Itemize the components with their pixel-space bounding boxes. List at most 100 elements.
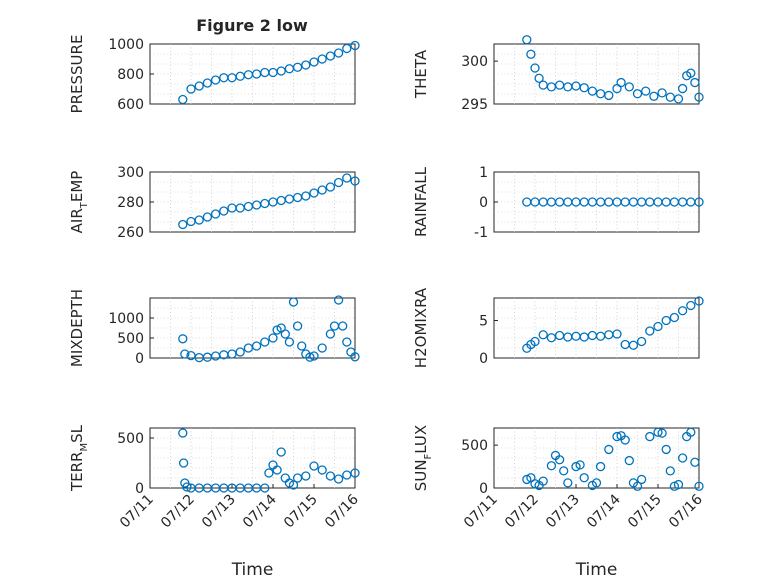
y-tick-label: 300 — [117, 165, 144, 181]
data-point — [317, 54, 327, 64]
data-point — [202, 78, 213, 88]
data-point — [636, 474, 647, 485]
data-series — [522, 296, 704, 353]
data-point — [325, 51, 336, 61]
data-point — [624, 455, 634, 466]
data-point — [530, 63, 540, 73]
y-tick-label: 600 — [117, 97, 144, 113]
data-point — [526, 49, 536, 59]
x-tick-label: 07/14 — [584, 491, 624, 531]
data-point — [284, 337, 295, 347]
data-point — [292, 62, 303, 72]
data-point — [665, 466, 675, 476]
ylabel: RAINFALL — [412, 166, 430, 237]
subplot-pressure: 600 800 1000 PRESSURE — [68, 35, 360, 113]
data-point — [563, 478, 573, 488]
y-tick-label: 0 — [479, 481, 488, 497]
data-point — [604, 444, 614, 455]
grid — [150, 172, 355, 232]
data-point — [186, 350, 196, 361]
data-point — [194, 81, 204, 91]
data-point — [530, 336, 540, 347]
data-point — [554, 455, 565, 465]
x-tick-label: 07/13 — [199, 492, 239, 532]
data-point — [317, 185, 327, 195]
data-point — [288, 480, 299, 490]
data-point — [342, 43, 352, 54]
data-point — [620, 435, 630, 445]
data-point — [288, 297, 299, 307]
data-point — [657, 428, 667, 438]
data-point — [677, 453, 688, 463]
x-axis-label: Time — [575, 560, 618, 580]
data-point — [350, 468, 360, 478]
y-tick-label: 1000 — [108, 311, 144, 327]
y-tick-label: 500 — [117, 331, 144, 347]
data-point — [333, 48, 344, 58]
data-point — [317, 343, 327, 353]
ylabel: TERRMSL — [68, 424, 90, 492]
data-point — [178, 334, 188, 344]
data-point — [632, 481, 643, 491]
data-point — [202, 212, 213, 222]
data-point — [587, 86, 598, 96]
data-point — [522, 474, 532, 485]
data-point — [595, 461, 606, 472]
y-tick-label: -1 — [474, 225, 488, 241]
data-point — [178, 428, 188, 438]
y-tick-label: 280 — [117, 195, 144, 211]
data-point — [280, 329, 290, 339]
y-tick-label: 1000 — [108, 37, 144, 53]
x-axis-label: Time — [231, 560, 274, 580]
data-point — [333, 295, 344, 305]
data-point — [333, 474, 344, 484]
data-point — [571, 461, 581, 472]
x-tick-label: 07/16 — [322, 491, 362, 531]
data-point — [333, 177, 344, 188]
data-series — [522, 197, 704, 207]
data-point — [616, 77, 626, 88]
data-point — [180, 349, 190, 359]
subplot-air-temp: 260 280 300 AIRTEMP — [68, 165, 360, 241]
ylabel: THETA — [412, 49, 430, 99]
data-point — [673, 94, 684, 104]
y-tick-label: 5 — [479, 314, 488, 330]
x-tick-label: 07/11 — [117, 492, 157, 532]
subplot-terr-msl: 0 500 07/11 07/12 07/13 07/14 07/15 07/16 TERRMS… — [68, 424, 362, 580]
data-point — [309, 57, 319, 67]
data-point — [297, 341, 307, 351]
x-tick-label: 07/13 — [543, 492, 583, 532]
data-point — [604, 90, 614, 101]
data-point — [538, 330, 548, 340]
data-point — [636, 336, 647, 347]
data-point — [301, 471, 311, 481]
data-point — [227, 349, 237, 359]
y-tick-label: 800 — [117, 67, 144, 83]
ylabel: H2OMIXRA — [412, 287, 430, 368]
data-point — [210, 209, 221, 219]
data-point — [686, 68, 696, 78]
data-point — [182, 482, 192, 492]
data-point — [694, 481, 704, 491]
data-point — [317, 465, 327, 475]
subplot-h2omixra: 0 5 H2OMIXRA — [412, 287, 704, 368]
data-point — [546, 333, 557, 343]
data-point — [657, 88, 667, 98]
data-point — [251, 341, 262, 351]
data-point — [272, 465, 282, 475]
data-point — [350, 176, 360, 186]
data-point — [522, 35, 532, 45]
ylabel: MIXDEPTH — [68, 289, 86, 367]
data-point — [342, 173, 352, 183]
y-tick-label: 500 — [461, 438, 488, 454]
x-tick-label: 07/15 — [625, 492, 665, 532]
subplot-sun-flux: 0 500 07/11 07/12 07/13 07/14 07/15 07/16 SUNFLU… — [412, 425, 706, 580]
data-series — [178, 428, 360, 493]
data-series — [178, 295, 360, 363]
data-point — [194, 215, 204, 225]
data-point — [694, 92, 704, 102]
data-point — [342, 470, 352, 480]
data-point — [178, 458, 189, 468]
data-point — [325, 182, 336, 192]
